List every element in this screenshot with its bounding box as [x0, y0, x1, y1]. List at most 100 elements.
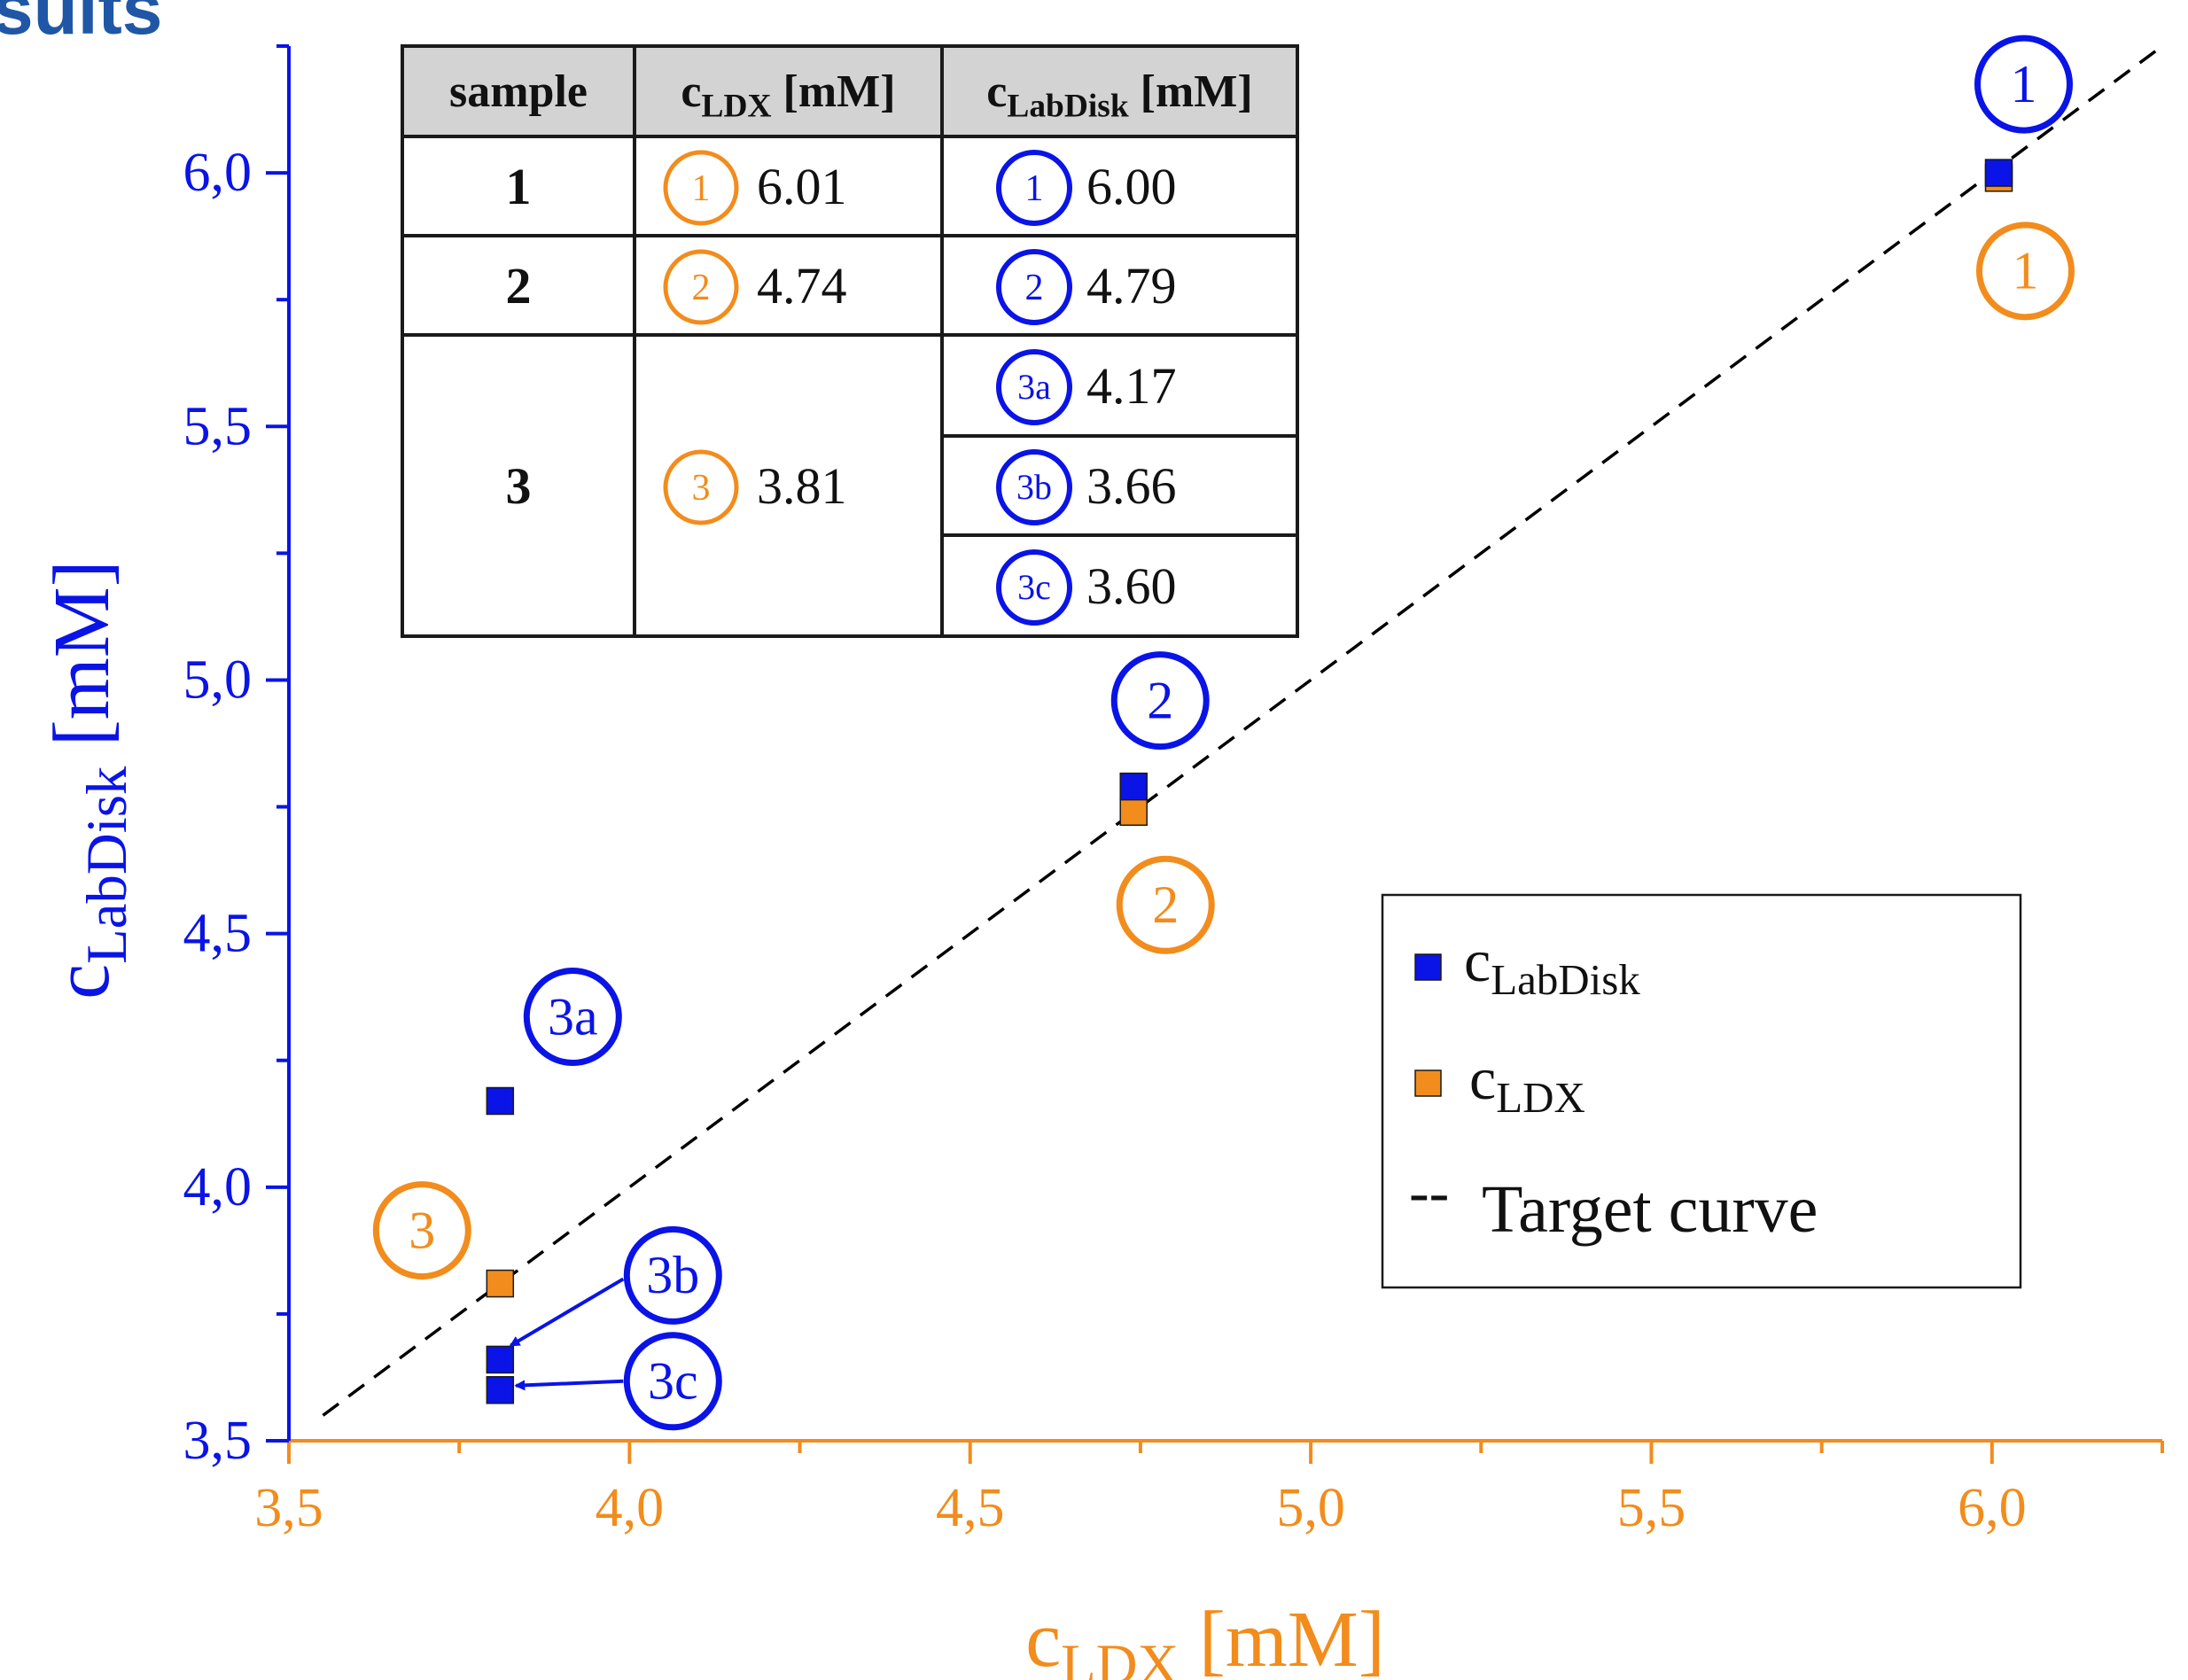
table-header-clabdisk: cLabDisk [mM]	[986, 66, 1252, 124]
y-tick-label: 4,0	[183, 1157, 253, 1217]
x-axis-label: cLDX [mM]	[1025, 1596, 1385, 1680]
y-tick-label: 5,0	[183, 649, 253, 710]
annotation-ldx-2-text: 2	[1152, 875, 1179, 934]
marker-c-labdisk-3c	[486, 1376, 515, 1404]
table-header-cldx: cLDX [mM]	[681, 66, 895, 124]
legend-marker-labdisk	[1414, 953, 1442, 981]
table-header-clabdisk-sub: LabDisk	[1007, 88, 1128, 124]
table-labdisk-tag-2-circle	[996, 249, 1072, 325]
x-tick-label: 5,5	[1617, 1478, 1686, 1538]
annotation-labdisk-3c-text: 3c	[648, 1352, 698, 1411]
axes: 3,5 4,0 4,5 5,0 5,5 6,03,54,04,55,05,56,0cLDX…	[38, 44, 2164, 1680]
table-cell-sample: 2	[506, 257, 532, 315]
x-axis-label-main: c	[1025, 1596, 1061, 1680]
x-axis-label-sub: LDX	[1061, 1633, 1179, 1680]
table-labdisk-tag-3b-circle	[996, 449, 1072, 525]
y-axis-label-main: c	[38, 964, 126, 999]
table-labdisk-tag-2-text: 2	[1025, 268, 1044, 308]
table-labdisk-tag-3a-text: 3a	[1017, 367, 1051, 407]
marker-c-ldx-2	[1119, 797, 1148, 827]
table-ldx-tag-1-text: 1	[692, 168, 711, 209]
y-axis-label-sub: LabDisk	[75, 766, 139, 964]
x-tick-label: 4,0	[596, 1478, 665, 1538]
marker-c-labdisk-2	[1119, 772, 1148, 801]
table-header-cldx-unit: [mM]	[772, 66, 896, 117]
table-header-cldx-main: c	[681, 66, 701, 117]
table-cell-labdisk-value: 4.17	[1086, 357, 1177, 415]
annotation-labdisk-1-text: 1	[2011, 55, 2037, 113]
annotation-ldx-3-circle	[372, 1181, 471, 1280]
annotation-labdisk-3a-circle	[523, 968, 622, 1067]
annotation-labdisk-1-circle	[1974, 35, 2074, 134]
annotation-labdisk-3b-circle	[623, 1225, 722, 1325]
table-header-sample-main: sample	[449, 66, 588, 117]
table-cell-labdisk-value: 3.60	[1086, 557, 1177, 615]
legend-label-target: Target curve	[1482, 1172, 1818, 1247]
legend-label-ldx-main: c	[1469, 1045, 1496, 1112]
table-header-cldx-sub: LDX	[702, 88, 772, 124]
table-cell-labdisk-value: 6.00	[1086, 158, 1177, 215]
x-tick-label: 6,0	[1958, 1478, 2027, 1538]
legend-label-labdisk-sub: LabDisk	[1491, 955, 1640, 1004]
annotation-arrow-3b	[509, 1277, 625, 1348]
y-tick-label: 6,0	[183, 143, 253, 203]
table-header-clabdisk-main: c	[986, 66, 1007, 117]
legend-label-ldx: cLDX	[1469, 1045, 1585, 1122]
marker-c-labdisk-3a	[486, 1086, 515, 1116]
table-labdisk-tag-3c-circle	[996, 549, 1072, 626]
table-cell-labdisk-value: 4.79	[1086, 257, 1177, 315]
legend-symbol-target: --	[1409, 1158, 1449, 1225]
table-cell-labdisk-value: 3.66	[1086, 457, 1177, 515]
y-tick-label: 3,5	[183, 1411, 253, 1471]
table-ldx-tag-2-circle	[663, 249, 739, 325]
table-cell-ldx-value: 3.81	[757, 457, 847, 515]
table-border	[401, 44, 1299, 638]
table-labdisk-tag-1-circle	[996, 150, 1072, 226]
legend-label-labdisk: cLabDisk	[1464, 927, 1640, 1004]
y-axis-label-unit: [mM]	[38, 560, 126, 766]
annotation-ldx-3-text: 3	[409, 1201, 435, 1259]
annotation-arrow-3c	[514, 1379, 624, 1391]
annotation-labdisk-2-circle	[1110, 651, 1210, 751]
table-cell-sample: 3	[506, 457, 532, 515]
table-header-sample: sample	[449, 66, 588, 117]
annotation-ldx-1-text: 1	[2013, 242, 2039, 300]
y-tick-label: 4,5	[183, 904, 253, 964]
table-labdisk-tag-1-text: 1	[1025, 168, 1044, 209]
legend-marker-ldx	[1414, 1069, 1442, 1097]
annotation-labdisk-3b-text: 3b	[646, 1246, 699, 1304]
x-tick-label: 5,0	[1276, 1478, 1345, 1538]
table-ldx-tag-2-text: 2	[692, 268, 711, 308]
table-body-bg	[402, 136, 1297, 636]
annotation-labdisk-3c-circle	[623, 1332, 722, 1431]
table-ldx-tag-3-text: 3	[692, 468, 711, 509]
legend-label-labdisk-main: c	[1464, 927, 1491, 994]
table-cell-sample: 1	[506, 158, 532, 215]
table-header-bg	[402, 46, 1297, 136]
slide-title-fragment: sults	[0, 0, 162, 50]
annotation-ldx-2-circle	[1116, 855, 1215, 954]
x-axis-label-unit: [mM]	[1179, 1596, 1384, 1680]
results-table: sample cLDX [mM] cLabDisk [mM]1 1 6.01 1 6.002…	[401, 44, 1299, 638]
annotation-labdisk-2-text: 2	[1147, 671, 1173, 729]
table-header-clabdisk-unit: [mM]	[1129, 66, 1253, 117]
table-ldx-tag-1-circle	[663, 150, 739, 226]
x-tick-label: 4,5	[936, 1478, 1005, 1538]
data-marks	[486, 159, 2013, 1404]
table-labdisk-tag-3c-text: 3c	[1017, 567, 1051, 607]
y-tick-label: 5,5	[183, 396, 253, 456]
table-cell-ldx-value: 6.01	[757, 158, 847, 215]
marker-c-labdisk-3b	[486, 1345, 515, 1374]
table-cell-ldx-value: 4.74	[757, 257, 847, 315]
x-tick-label: 3,5	[254, 1478, 323, 1538]
y-axis-label: cLabDisk [mM]	[38, 560, 139, 999]
annotation-labdisk-3a-text: 3a	[548, 987, 598, 1046]
marker-c-ldx-3	[486, 1269, 515, 1298]
legend-box	[1381, 893, 2022, 1289]
table-ldx-tag-3-circle	[663, 449, 739, 525]
table-labdisk-tag-3b-text: 3b	[1016, 467, 1052, 507]
marker-c-labdisk-1	[1984, 159, 2013, 187]
